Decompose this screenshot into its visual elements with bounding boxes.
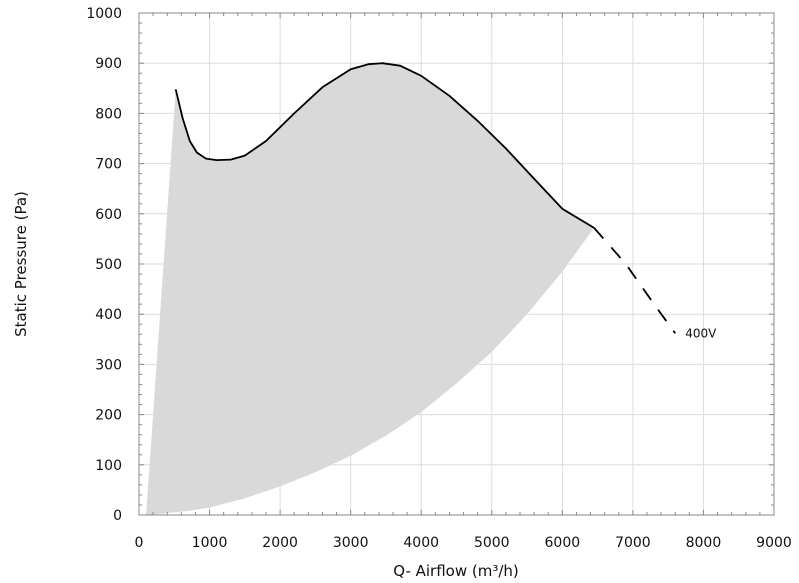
curve-400v-solid	[174, 62, 595, 229]
x-tick-label-9000: 9000	[756, 535, 792, 551]
y-tick-label-300: 300	[95, 357, 122, 373]
x-tick-label-1000: 1000	[192, 535, 228, 551]
plot-frame-layer	[138, 12, 775, 516]
y-tick-label-600: 600	[95, 207, 122, 223]
y-tick-label-0: 0	[113, 508, 122, 524]
y-tick-label-400: 400	[95, 307, 122, 323]
x-axis-title: Q- Airflow (m³/h)	[393, 562, 519, 580]
x-tick-label-6000: 6000	[545, 535, 581, 551]
x-tick-label-2000: 2000	[262, 535, 298, 551]
operating-area	[146, 63, 595, 515]
y-tick-label-900: 900	[95, 56, 122, 72]
y-tick-label-700: 700	[95, 157, 122, 173]
y-tick-label-200: 200	[95, 408, 122, 424]
series-label-400v: 400V	[685, 326, 717, 340]
x-tick-labels: 0 1000 2000 3000 4000 5000 6000 7000 8000 9000	[135, 535, 792, 551]
x-tick-label-7000: 7000	[615, 535, 651, 551]
y-tick-label-1000: 1000	[86, 6, 122, 22]
x-tick-label-0: 0	[135, 535, 144, 551]
y-tick-label-100: 100	[95, 458, 122, 474]
x-tick-label-5000: 5000	[474, 535, 510, 551]
x-tick-label-4000: 4000	[403, 535, 439, 551]
y-tick-label-500: 500	[95, 257, 122, 273]
y-tick-labels: 0 100 200 300 400 500 600 700 800 900 1000	[86, 6, 122, 524]
x-tick-label-8000: 8000	[686, 535, 722, 551]
curve-layer	[174, 62, 676, 334]
y-tick-label-800: 800	[95, 106, 122, 122]
x-tick-label-3000: 3000	[333, 535, 369, 551]
curve-400v-dashed	[593, 227, 676, 334]
y-axis-title: Static Pressure (Pa)	[12, 191, 30, 337]
operating-area-layer	[146, 63, 595, 515]
